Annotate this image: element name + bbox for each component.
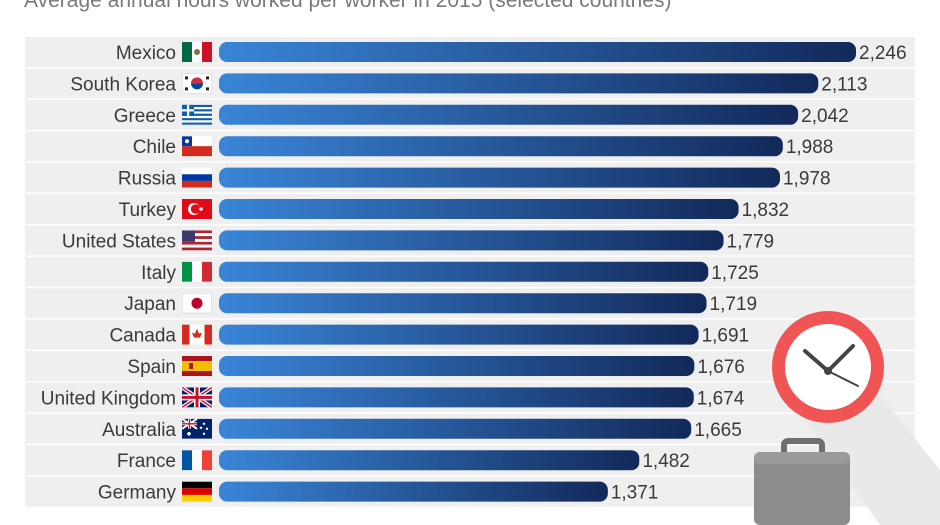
chart-row: Australia 1,665 <box>25 413 915 444</box>
spain-flag-icon <box>182 356 212 376</box>
value-label: 2,113 <box>821 74 867 95</box>
chart-row: United States 1,779 <box>25 225 915 256</box>
united-states-flag-icon <box>182 230 212 251</box>
value-label: 1,832 <box>742 200 790 221</box>
germany-flag-icon <box>182 481 212 502</box>
value-label: 1,978 <box>783 169 831 190</box>
value-label: 1,676 <box>697 357 745 378</box>
bar <box>219 199 739 219</box>
category-label: Mexico <box>116 43 176 64</box>
turkey-flag-icon <box>182 199 212 219</box>
chart-row: Canada 1,691 <box>25 319 915 350</box>
category-label: Russia <box>118 169 177 190</box>
bar <box>219 324 699 345</box>
chart-row: Italy 1,725 <box>25 256 915 287</box>
chart-row: Greece 2,042 <box>25 99 915 130</box>
bar <box>219 167 780 188</box>
category-label: Australia <box>102 420 176 441</box>
briefcase-icon <box>754 438 850 525</box>
bar <box>219 42 856 62</box>
france-flag-icon <box>182 450 212 471</box>
category-label: France <box>117 451 176 472</box>
value-label: 1,665 <box>694 420 742 441</box>
category-label: Italy <box>141 263 176 284</box>
value-label: 1,691 <box>702 326 750 347</box>
bar <box>219 356 695 376</box>
bar <box>219 418 692 439</box>
value-label: 1,371 <box>611 483 659 504</box>
russia-flag-icon <box>182 167 212 188</box>
italy-flag-icon <box>182 261 212 282</box>
chart-row: Russia 1,978 <box>25 162 915 193</box>
chart-row: South Korea 2,113 <box>25 68 915 99</box>
value-label: 2,042 <box>801 106 849 127</box>
category-label: United States <box>62 231 176 252</box>
wall-clock-icon <box>772 311 940 525</box>
united-kingdom-flag-icon <box>182 387 212 408</box>
bar <box>219 387 694 408</box>
japan-flag-icon <box>182 293 212 314</box>
value-label: 1,779 <box>727 231 775 252</box>
bar <box>219 230 724 251</box>
australia-flag-icon <box>182 418 212 439</box>
greece-flag-icon <box>182 104 212 125</box>
chart-row: Japan 1,719 <box>25 288 915 319</box>
category-label: United Kingdom <box>41 388 176 409</box>
category-label: Canada <box>109 326 176 347</box>
bar <box>219 136 783 157</box>
chart-row: Turkey 1,832 <box>25 194 915 224</box>
category-label: Greece <box>114 106 176 127</box>
bar <box>219 293 707 314</box>
chart-row: Mexico 2,246 <box>25 37 915 67</box>
chart-row: Spain 1,676 <box>25 351 915 381</box>
value-label: 1,725 <box>711 263 759 284</box>
bar <box>219 450 640 471</box>
bar <box>219 481 608 502</box>
south-korea-flag-icon <box>182 73 212 94</box>
category-label: Germany <box>98 483 177 504</box>
chile-flag-icon <box>182 136 212 157</box>
bar <box>219 104 799 125</box>
category-label: Spain <box>127 357 176 378</box>
value-label: 1,482 <box>642 451 690 472</box>
bar <box>219 261 709 282</box>
bar <box>219 73 819 94</box>
chart-subtitle: Average annual hours worked per worker i… <box>24 0 672 12</box>
category-label: Chile <box>133 137 176 158</box>
canada-flag-icon <box>182 324 212 345</box>
value-label: 2,246 <box>859 43 907 64</box>
value-label: 1,719 <box>710 294 758 315</box>
chart-row: United Kingdom 1,674 <box>25 382 915 413</box>
decorative-illustration <box>754 311 940 525</box>
category-label: Japan <box>124 294 176 315</box>
category-label: Turkey <box>119 200 177 221</box>
chart-row: Chile 1,988 <box>25 131 915 162</box>
mexico-flag-icon <box>182 42 212 62</box>
value-label: 1,988 <box>786 137 834 158</box>
category-label: South Korea <box>70 74 176 95</box>
value-label: 1,674 <box>697 388 745 409</box>
